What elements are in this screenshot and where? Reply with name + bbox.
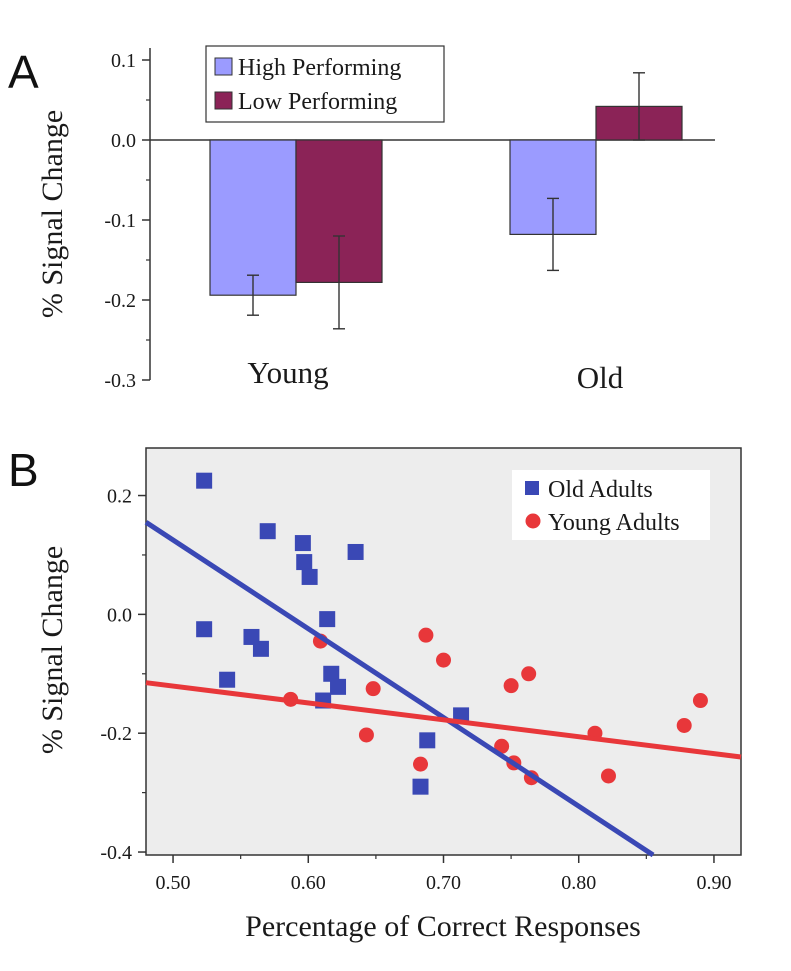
point-young-adults xyxy=(600,768,616,784)
category-label-young: Young xyxy=(247,355,328,390)
panel-b-x-axis-title: Percentage of Correct Responses xyxy=(245,910,641,943)
panel-b-ticks: 0.50 0.60 0.70 0.80 0.90 0.2 0.0 -0.2 -0.4 xyxy=(100,486,731,894)
panel-b-label: B xyxy=(8,444,39,496)
legend-marker-old-adults xyxy=(525,481,539,495)
legend-swatch-low-performing xyxy=(214,91,233,110)
panel-b-x-tick-label: 0.70 xyxy=(426,872,461,894)
panel-b: B 0.50 0.60 0.70 0.80 0.90 0.2 0.0 -0.2 -0.4 Per… xyxy=(8,444,742,943)
panel-a-bars xyxy=(209,105,683,296)
legend-label-low-performing: Low Performing xyxy=(238,89,397,115)
panel-a-legend: High Performing Low Performing xyxy=(205,45,445,123)
legend-box xyxy=(512,470,710,540)
point-young-adults xyxy=(418,627,434,643)
point-old-adults xyxy=(296,554,313,571)
legend-label-old-adults: Old Adults xyxy=(548,477,653,503)
legend-marker-young-adults xyxy=(525,513,541,529)
point-old-adults xyxy=(301,568,318,585)
legend-swatch-high-performing xyxy=(214,57,233,76)
point-old-adults xyxy=(319,611,336,628)
point-old-adults xyxy=(294,535,311,552)
point-old-adults xyxy=(419,732,436,749)
panel-a: A 0.1 0.0 -0.1 -0.2 -0.3 Young Old % Signal … xyxy=(8,45,715,395)
panel-a-y-tick-label: -0.1 xyxy=(104,210,136,232)
point-old-adults xyxy=(252,640,269,657)
point-old-adults xyxy=(323,665,340,682)
panel-b-x-tick-label: 0.50 xyxy=(156,872,191,894)
point-old-adults xyxy=(219,671,236,688)
panel-b-y-tick-label: 0.2 xyxy=(107,486,132,508)
bar-young-high-performing xyxy=(209,139,297,296)
point-old-adults xyxy=(196,472,213,489)
category-label-old: Old xyxy=(577,360,624,395)
point-young-adults xyxy=(676,717,692,733)
panel-a-y-axis-title: % Signal Change xyxy=(36,110,69,318)
point-young-adults xyxy=(521,666,537,682)
point-old-adults xyxy=(330,678,347,695)
point-young-adults xyxy=(692,693,708,709)
legend-label-high-performing: High Performing xyxy=(238,55,401,81)
point-young-adults xyxy=(365,681,381,697)
fit-line-old-adults xyxy=(144,520,655,858)
point-young-adults xyxy=(358,727,374,743)
panel-a-y-tick-label: 0.1 xyxy=(111,50,136,72)
point-old-adults xyxy=(412,778,429,795)
panel-a-y-tick-label: -0.2 xyxy=(104,290,136,312)
legend-frame xyxy=(205,45,445,123)
legend-label-young-adults: Young Adults xyxy=(548,510,680,536)
panel-a-label: A xyxy=(8,46,39,98)
point-old-adults xyxy=(196,621,213,638)
panel-a-y-tick-label: -0.3 xyxy=(104,370,136,392)
panel-b-x-tick-label: 0.80 xyxy=(561,872,596,894)
point-young-adults xyxy=(494,738,510,754)
point-young-adults xyxy=(436,652,451,668)
panel-b-y-tick-label: -0.4 xyxy=(100,842,132,864)
panel-a-error-bars xyxy=(247,72,645,330)
point-young-adults xyxy=(413,756,429,772)
panel-b-legend: Old Adults Young Adults xyxy=(512,470,710,540)
point-young-adults xyxy=(503,678,519,694)
panel-a-y-ticks: 0.1 0.0 -0.1 -0.2 -0.3 xyxy=(104,50,150,392)
point-old-adults xyxy=(347,543,364,560)
panel-a-y-tick-label: 0.0 xyxy=(111,130,136,152)
panel-b-x-tick-label: 0.90 xyxy=(696,872,731,894)
fit-line-young-adults xyxy=(145,680,742,760)
panel-b-y-tick-label: -0.2 xyxy=(100,723,132,745)
panel-b-y-tick-label: 0.0 xyxy=(107,604,132,626)
panel-b-fit-lines xyxy=(144,520,742,858)
panel-b-y-axis-title: % Signal Change xyxy=(36,546,69,754)
panel-b-x-tick-label: 0.60 xyxy=(291,872,326,894)
point-old-adults xyxy=(259,523,276,540)
